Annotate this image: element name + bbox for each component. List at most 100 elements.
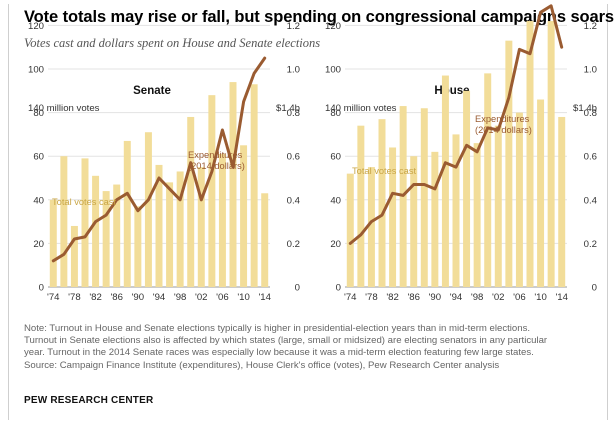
house-vote-bar bbox=[378, 119, 386, 287]
house-vote-bar bbox=[420, 108, 428, 288]
senate-expenditures-line bbox=[51, 56, 267, 263]
senate-vote-bar bbox=[176, 171, 184, 287]
house-vote-bar bbox=[473, 143, 481, 287]
senate-x-tick-label: '06 bbox=[216, 292, 229, 303]
senate-right-tick-label: 1.0 bbox=[287, 65, 300, 76]
house-vote-bar bbox=[558, 116, 566, 288]
senate-left-tick-label: 120 bbox=[28, 21, 44, 32]
senate-right-tick-label: 0.4 bbox=[287, 195, 301, 206]
house-vote-bar bbox=[463, 90, 471, 287]
senate-right-axis-unit-label: $1.4b bbox=[276, 103, 300, 114]
house-vote-bar bbox=[526, 21, 534, 287]
house-x-tick-label: '82 bbox=[386, 292, 399, 303]
house-left-tick-label: 120 bbox=[325, 21, 341, 32]
senate-x-tick-label: '10 bbox=[237, 292, 250, 303]
house-right-tick-label: 0 bbox=[592, 283, 597, 294]
senate-left-tick-label: 20 bbox=[33, 239, 44, 250]
house-left-tick-label: 60 bbox=[330, 152, 341, 163]
senate-expenditures-annotation: Expenditures bbox=[188, 150, 243, 160]
senate-right-tick-label: 0.6 bbox=[287, 152, 300, 163]
senate-vote-bar bbox=[70, 225, 78, 287]
house-left-tick-label: 0 bbox=[336, 283, 341, 294]
house-vote-bar bbox=[484, 73, 492, 287]
senate-vote-bar bbox=[187, 116, 195, 288]
house-x-tick-label: '78 bbox=[365, 292, 378, 303]
house-right-tick-label: 0.8 bbox=[584, 108, 597, 119]
house-left-tick-label: 100 bbox=[325, 65, 341, 76]
house-vote-bar bbox=[357, 125, 365, 288]
senate-vote-bar bbox=[250, 84, 258, 287]
house-x-tick-label: '86 bbox=[407, 292, 420, 303]
note-block: Note: Turnout in House and Senate electi… bbox=[24, 323, 594, 372]
house-right-tick-label: 1.2 bbox=[584, 21, 597, 32]
senate-right-tick-label: 0.8 bbox=[287, 108, 300, 119]
house-vote-bar bbox=[452, 134, 460, 287]
senate-vote-bar bbox=[229, 82, 237, 287]
senate-vote-bar bbox=[134, 206, 142, 287]
source-line: Source: Campaign Finance Institute (expe… bbox=[24, 359, 500, 371]
house-vote-bar bbox=[441, 75, 449, 287]
house-left-tick-label: 40 bbox=[330, 195, 341, 206]
house-left-axis-unit-label: 140 million votes bbox=[325, 103, 397, 114]
charts-canvas: Senate 140 million votes $1.4b 0 0 20 0.2 40 0.4… bbox=[28, 4, 598, 303]
senate-right-tick-label: 0.2 bbox=[287, 239, 300, 250]
house-x-tick-label: '90 bbox=[429, 292, 442, 303]
senate-vote-bar bbox=[261, 193, 269, 287]
senate-vote-bar bbox=[102, 191, 110, 287]
house-expenditures-annotation-units: (2014 dollars) bbox=[475, 125, 532, 135]
house-vote-bar bbox=[389, 147, 397, 287]
house-x-tick-label: '02 bbox=[492, 292, 505, 303]
brand-label: PEW RESEARCH CENTER bbox=[24, 395, 154, 406]
senate-vote-bar bbox=[144, 132, 152, 287]
house-vote-bar bbox=[431, 151, 439, 287]
senate-x-tick-label: '94 bbox=[153, 292, 166, 303]
note-line-2: Turnout in Senate elections also is affe… bbox=[24, 335, 548, 347]
senate-panel-title: Senate bbox=[133, 85, 171, 97]
senate-x-tick-label: '74 bbox=[47, 292, 60, 303]
senate-x-tick-label: '78 bbox=[68, 292, 81, 303]
senate-vote-bar bbox=[166, 182, 174, 287]
senate-vote-bar bbox=[92, 175, 100, 287]
house-x-tick-label: '14 bbox=[555, 292, 568, 303]
senate-vote-bar bbox=[218, 154, 226, 287]
senate-left-tick-label: 60 bbox=[33, 152, 44, 163]
senate-vote-bar bbox=[113, 184, 121, 287]
senate-left-tick-label: 100 bbox=[28, 65, 44, 76]
house-x-tick-label: '06 bbox=[513, 292, 526, 303]
senate-left-tick-label: 80 bbox=[33, 108, 44, 119]
senate-vote-bar bbox=[60, 156, 68, 287]
house-vote-bar bbox=[505, 40, 513, 287]
senate-vote-bar bbox=[155, 164, 163, 287]
senate-right-tick-label: 1.2 bbox=[287, 21, 300, 32]
senate-left-axis-unit-label: 140 million votes bbox=[28, 103, 100, 114]
house-vote-bar bbox=[537, 99, 545, 288]
senate-x-tick-label: '82 bbox=[89, 292, 102, 303]
senate-vote-bar bbox=[123, 140, 131, 287]
senate-vote-bar bbox=[197, 167, 205, 287]
house-left-tick-label: 20 bbox=[330, 239, 341, 250]
senate-expenditures-annotation-units: (2014 dollars) bbox=[188, 161, 245, 171]
senate-vote-bar bbox=[49, 199, 57, 287]
senate-right-tick-label: 0 bbox=[295, 283, 300, 294]
house-left-tick-label: 80 bbox=[330, 108, 341, 119]
senate-vote-bar bbox=[81, 158, 89, 287]
house-expenditures-annotation: Expenditures bbox=[475, 114, 530, 124]
senate-left-tick-label: 0 bbox=[39, 283, 44, 294]
chart-title: Vote totals may rise or fall, but spendi… bbox=[24, 8, 615, 26]
senate-x-tick-label: '86 bbox=[110, 292, 123, 303]
house-expenditures-line bbox=[348, 4, 564, 245]
senate-vote-bar bbox=[240, 145, 248, 287]
house-vote-bar bbox=[410, 156, 418, 287]
senate-x-tick-label: '98 bbox=[174, 292, 187, 303]
house-x-tick-label: '74 bbox=[344, 292, 357, 303]
senate-x-tick-label: '90 bbox=[132, 292, 145, 303]
house-vote-bar bbox=[494, 125, 502, 288]
house-vote-bar bbox=[515, 112, 523, 287]
senate-x-tick-label: '02 bbox=[195, 292, 208, 303]
senate-x-tick-label: '14 bbox=[258, 292, 271, 303]
house-x-tick-label: '94 bbox=[450, 292, 463, 303]
house-right-tick-label: 1.0 bbox=[584, 65, 597, 76]
senate-left-tick-label: 40 bbox=[33, 195, 44, 206]
house-right-axis-unit-label: $1.4b bbox=[573, 103, 597, 114]
house-x-tick-label: '10 bbox=[534, 292, 547, 303]
